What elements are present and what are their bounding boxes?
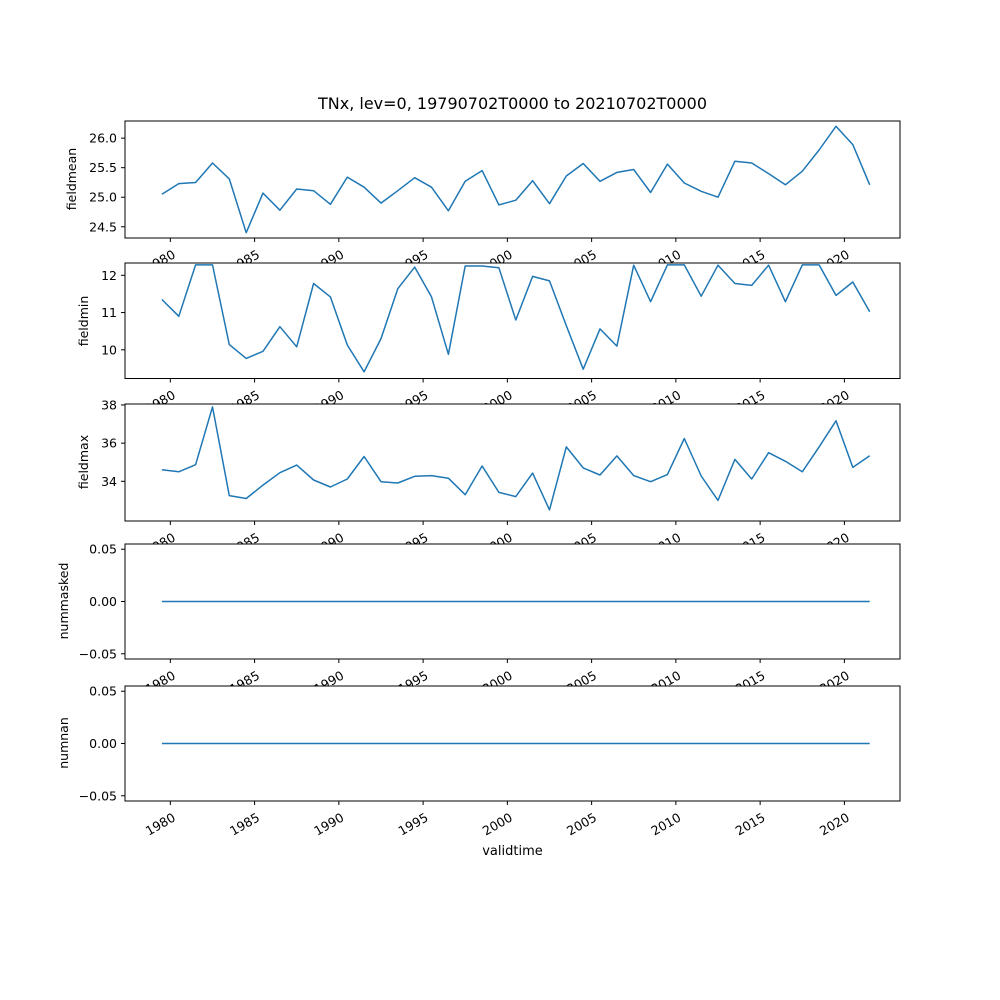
y-tick-label: 0.00 — [89, 594, 117, 609]
ylabel-numnan: numnan — [56, 717, 71, 769]
y-tick-label: 25.5 — [89, 160, 117, 175]
y-tick-label: 0.00 — [89, 736, 117, 751]
x-tick-label: 2005 — [564, 810, 599, 839]
line-fieldmin — [161, 264, 871, 373]
y-tick-label: 0.05 — [89, 542, 117, 557]
x-tick-label: 1980 — [143, 810, 178, 839]
x-tick-label: 1985 — [227, 810, 262, 839]
y-tick-label: 36 — [101, 436, 117, 451]
y-tick-label: −0.05 — [79, 788, 117, 803]
y-tick-label: −0.05 — [79, 646, 117, 661]
ylabel-fieldmin: fieldmin — [76, 295, 91, 347]
x-tick-label: 2010 — [648, 810, 683, 839]
x-tick-label: 1990 — [311, 810, 346, 839]
y-tick-label: 0.05 — [89, 684, 117, 699]
y-tick-label: 10 — [101, 342, 117, 357]
y-tick-label: 12 — [101, 268, 117, 283]
subplot-fieldmean-frame — [124, 120, 901, 239]
ylabel-fieldmax: fieldmax — [76, 434, 91, 490]
x-tick-label: 1995 — [396, 810, 431, 839]
y-tick-label: 25.0 — [89, 190, 117, 205]
y-tick-label: 26.0 — [89, 131, 117, 146]
x-tick-label: 2020 — [817, 810, 852, 839]
y-tick-label: 24.5 — [89, 219, 117, 234]
line-fieldmax — [161, 406, 871, 511]
y-tick-label: 38 — [101, 397, 117, 412]
chart-title: TNx, lev=0, 19790702T0000 to 20210702T00… — [318, 94, 707, 113]
ylabel-fieldmean: fieldmean — [64, 147, 79, 211]
y-tick-label: 11 — [101, 305, 117, 320]
subplot-fieldmax-frame — [124, 403, 901, 522]
subplot-fieldmin-frame — [124, 262, 901, 379]
x-tick-label: 2015 — [733, 810, 768, 839]
line-fieldmean — [161, 125, 871, 234]
xlabel-validtime: validtime — [482, 844, 543, 859]
x-tick-label: 2000 — [480, 810, 515, 839]
ylabel-nummasked: nummasked — [56, 562, 71, 640]
y-tick-label: 34 — [101, 474, 117, 489]
